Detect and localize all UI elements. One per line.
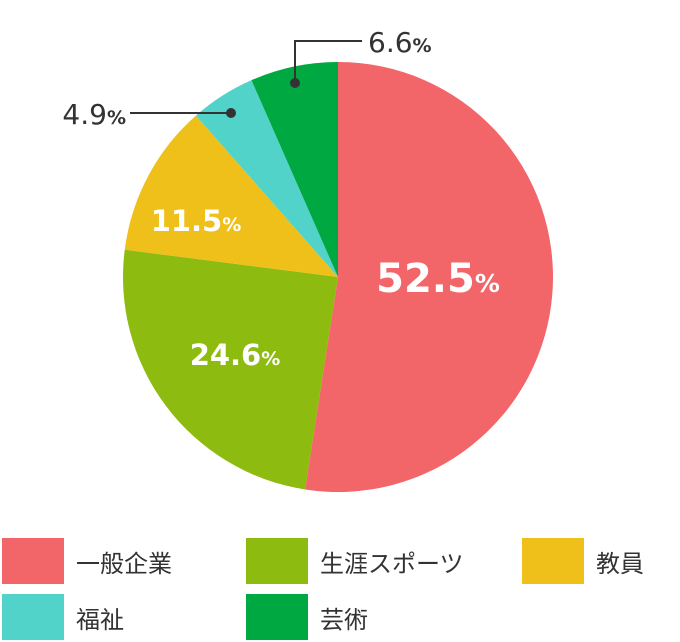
pie-chart: 52.5% 24.6% 11.5% 4.9% 6.6% <box>62 26 554 492</box>
pie-slice-lifelong-sports <box>122 249 338 490</box>
legend-swatch <box>522 538 584 584</box>
legend-item-general-company: 一般企業 <box>2 536 172 586</box>
legend-label: 生涯スポーツ <box>320 549 464 578</box>
data-label-welfare: 4.9% <box>62 98 126 131</box>
data-label-lifelong-sports: 24.6% <box>190 338 281 372</box>
legend-swatch <box>2 538 64 584</box>
data-label-teacher: 11.5% <box>151 204 242 238</box>
legend-label: 福祉 <box>76 605 124 634</box>
legend-swatch <box>246 538 308 584</box>
legend-item-lifelong-sports: 生涯スポーツ <box>246 536 464 586</box>
legend: 一般企業 生涯スポーツ 教員 福祉 芸術 <box>0 524 680 640</box>
data-label-general-company: 52.5% <box>376 256 500 302</box>
legend-item-welfare: 福祉 <box>2 592 124 642</box>
pie-slice-welfare <box>195 80 338 277</box>
pie-slice-teacher <box>124 115 338 277</box>
legend-swatch <box>2 594 64 640</box>
callout-welfare: 4.9% <box>62 98 236 131</box>
legend-label: 芸術 <box>320 605 368 634</box>
data-label-arts: 6.6% <box>368 26 432 59</box>
legend-swatch <box>246 594 308 640</box>
pie-slice-general-company <box>305 62 554 492</box>
legend-item-teacher: 教員 <box>522 536 644 586</box>
legend-label: 一般企業 <box>76 549 172 578</box>
pie-slice-arts <box>251 62 338 277</box>
callout-arts: 6.6% <box>290 26 432 88</box>
legend-label: 教員 <box>596 549 644 578</box>
legend-item-arts: 芸術 <box>246 592 368 642</box>
